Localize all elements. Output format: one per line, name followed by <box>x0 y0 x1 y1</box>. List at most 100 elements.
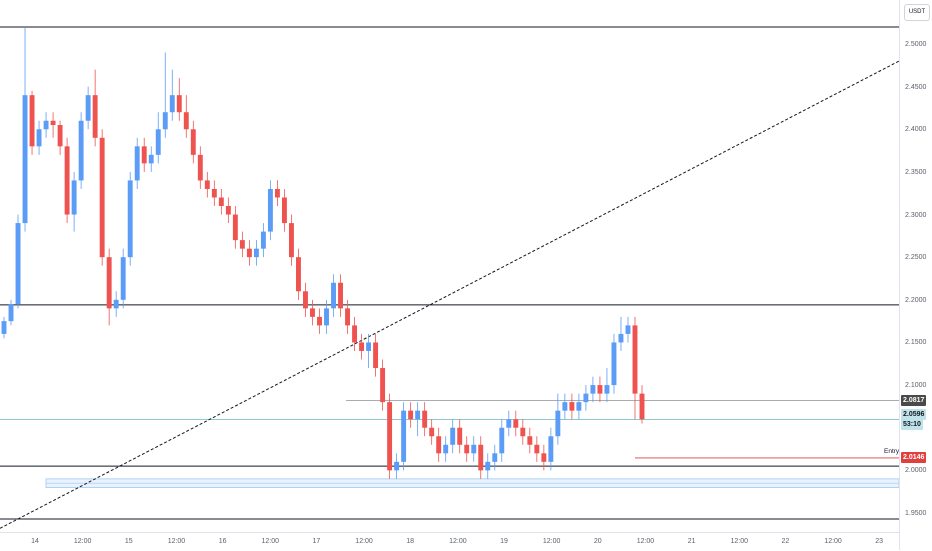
candle-body <box>548 436 554 462</box>
price-axis-label: 2.1500 <box>905 339 927 347</box>
candle-body <box>310 308 315 317</box>
candle-body <box>232 214 238 241</box>
candle-body <box>50 120 56 126</box>
candle-body <box>71 180 77 215</box>
candle-body <box>618 333 624 343</box>
candle-body <box>43 120 49 130</box>
candle-body <box>534 444 540 454</box>
price-axis-label: 2.2000 <box>905 296 927 304</box>
price-axis-label: 2.3500 <box>905 168 927 176</box>
candle-body <box>162 112 168 130</box>
candle-body <box>57 125 63 147</box>
time-axis-label: 19 <box>500 538 508 545</box>
candle-body <box>246 248 252 258</box>
candle-body <box>569 402 575 411</box>
level-price-tag: 2.0817 <box>901 395 927 407</box>
candle-body <box>485 461 491 471</box>
price-axis-label: 2.4500 <box>905 83 927 91</box>
candle-body <box>92 95 98 138</box>
candle-body <box>169 95 175 113</box>
time-axis-label: 14 <box>31 538 39 545</box>
candle-body <box>267 188 273 232</box>
candle-body <box>478 444 484 471</box>
time-axis-label: 12:00 <box>542 538 561 545</box>
candle-body <box>499 427 505 454</box>
time-axis-label: 12:00 <box>824 538 842 545</box>
candle-body <box>387 402 393 471</box>
candle-body <box>555 410 561 437</box>
time-axis-label: 12:00 <box>167 538 186 545</box>
candle-body <box>513 419 519 428</box>
candle-body <box>176 95 182 113</box>
entry-line-label: Entry <box>884 447 900 455</box>
candle-body <box>15 223 21 305</box>
time-axis-label: 21 <box>687 538 696 545</box>
time-axis-label: 23 <box>875 538 884 545</box>
candle-body <box>127 180 133 258</box>
candle-body <box>527 436 533 445</box>
time-axis-label: 12:00 <box>636 538 655 545</box>
candle-body <box>211 188 217 198</box>
candle-body <box>218 197 224 207</box>
candle-body <box>303 291 308 309</box>
time-axis-label: 12:00 <box>73 538 92 545</box>
trendline <box>0 60 900 529</box>
time-axis-label: 22 <box>781 538 790 545</box>
time-axis-label: 18 <box>406 538 415 545</box>
candle-body <box>450 427 456 445</box>
candle-body <box>134 146 140 181</box>
price-axis-label: 1.9500 <box>905 510 927 517</box>
candle-body <box>625 325 631 334</box>
time-axis[interactable] <box>0 532 899 551</box>
candle-body <box>464 444 470 454</box>
candle-body <box>562 402 568 411</box>
candle-body <box>317 316 322 326</box>
bar-countdown-tag: 53:10 <box>901 419 923 431</box>
candle-body <box>590 385 596 394</box>
candle-body <box>22 95 28 224</box>
candle-body <box>541 453 547 462</box>
candle-body <box>345 308 350 326</box>
candle-body <box>274 188 280 198</box>
candle-body <box>106 257 112 309</box>
candle-body <box>155 129 161 155</box>
candle-body <box>352 325 358 343</box>
candle-body <box>99 137 105 258</box>
time-axis-label: 17 <box>312 538 321 545</box>
candle-body <box>366 342 372 351</box>
candle-body <box>113 299 119 309</box>
candle-body <box>338 282 343 309</box>
candle-body <box>190 129 196 155</box>
candle-body <box>281 197 287 224</box>
candle-body <box>324 308 329 326</box>
price-axis-label: 2.5000 <box>905 41 927 48</box>
candle-body <box>225 206 231 215</box>
time-axis-label: 20 <box>593 538 602 545</box>
candle-body <box>415 410 421 420</box>
candle-body <box>183 112 189 130</box>
candle-body <box>422 410 428 428</box>
candle-body <box>576 402 582 411</box>
candle-body <box>141 146 147 164</box>
candle-body <box>78 120 84 181</box>
currency-selector[interactable]: USDT <box>904 4 930 21</box>
candle-body <box>64 146 70 215</box>
candle-body <box>197 154 203 181</box>
candle-body <box>408 410 414 420</box>
time-axis-label: 12:00 <box>355 538 373 545</box>
candle-body <box>239 240 245 249</box>
candle-body <box>639 393 645 420</box>
candle-body <box>8 304 14 322</box>
candle-body <box>394 461 400 471</box>
candle-body <box>506 419 512 428</box>
candle-body <box>604 385 610 394</box>
time-axis-label: 16 <box>218 538 227 545</box>
candle-body <box>36 129 42 147</box>
candle-body <box>632 325 638 394</box>
candle-body <box>429 427 435 437</box>
candle-body <box>253 248 259 258</box>
price-axis-label: 2.0000 <box>905 467 927 475</box>
candle-body <box>29 95 35 147</box>
